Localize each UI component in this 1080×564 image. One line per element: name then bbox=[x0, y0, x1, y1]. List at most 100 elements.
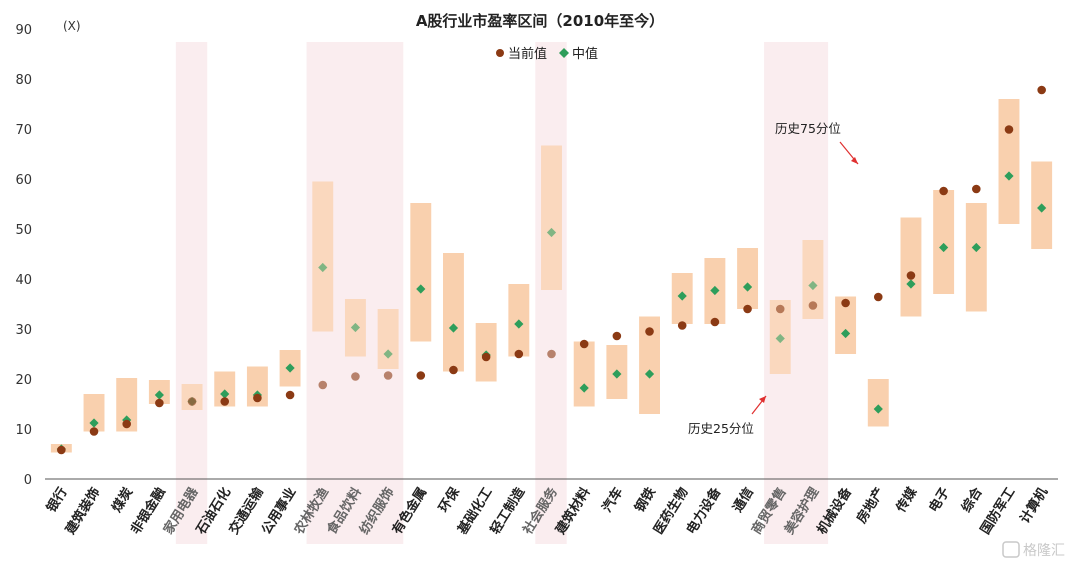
range-bar bbox=[737, 248, 759, 309]
legend-median-marker bbox=[559, 48, 569, 58]
current-marker bbox=[89, 427, 99, 436]
median-marker bbox=[677, 291, 687, 301]
current-marker bbox=[187, 397, 197, 406]
current-marker bbox=[253, 393, 262, 403]
median-marker bbox=[775, 333, 785, 344]
current-marker bbox=[318, 380, 328, 390]
y-tick-label: 80 bbox=[15, 73, 32, 88]
current-marker bbox=[1037, 85, 1046, 95]
range-bar bbox=[802, 240, 824, 319]
range-bar bbox=[965, 203, 987, 312]
x-tick-label: 综合 bbox=[958, 484, 986, 515]
range-bar bbox=[998, 99, 1020, 224]
current-marker bbox=[677, 321, 687, 330]
annotation-p25: 历史25分位 bbox=[688, 395, 767, 436]
range-bar bbox=[835, 296, 857, 354]
highlight-band bbox=[175, 42, 208, 544]
median-marker bbox=[579, 383, 589, 393]
current-marker bbox=[906, 271, 916, 280]
range-bar bbox=[573, 341, 595, 407]
current-marker bbox=[939, 186, 948, 196]
current-marker bbox=[579, 339, 589, 349]
current-marker bbox=[645, 327, 654, 336]
y-tick-label: 10 bbox=[15, 423, 32, 438]
x-tick-label: 电子 bbox=[926, 485, 953, 516]
range-bar bbox=[541, 145, 562, 290]
highlight-band bbox=[535, 42, 567, 544]
x-tick-label: 传媒 bbox=[892, 484, 920, 516]
y-tick-label: 70 bbox=[15, 123, 32, 138]
median-marker bbox=[448, 323, 459, 333]
legend-current-label: 当前值 bbox=[508, 46, 547, 62]
median-marker bbox=[710, 285, 720, 296]
x-tick-label: 煤炭 bbox=[109, 485, 136, 516]
median-marker bbox=[873, 404, 883, 414]
median-marker bbox=[742, 282, 753, 292]
annotation-p75-label: 历史75分位 bbox=[775, 121, 841, 136]
range-bar bbox=[443, 253, 464, 372]
watermark-logo-icon bbox=[1002, 541, 1020, 558]
current-marker bbox=[220, 397, 230, 406]
current-marker bbox=[1004, 125, 1014, 134]
range-bar bbox=[867, 379, 889, 427]
y-tick-labels: 0 10 20 30 40 50 60 70 80 90 bbox=[15, 23, 32, 488]
x-tick-label: 通信 bbox=[730, 485, 757, 516]
current-marker bbox=[481, 352, 491, 362]
y-unit-label: (X) bbox=[63, 19, 81, 33]
current-marker bbox=[972, 184, 981, 194]
median-marker bbox=[546, 227, 557, 238]
median-marker bbox=[416, 284, 426, 294]
chart-title: A股行业市盈率区间（2010年至今） bbox=[416, 12, 664, 30]
median-marker bbox=[154, 390, 164, 400]
range-bar bbox=[214, 371, 236, 407]
y-tick-label: 20 bbox=[15, 373, 32, 388]
median-marker bbox=[612, 369, 622, 379]
y-tick-label: 90 bbox=[15, 23, 32, 38]
y-tick-label: 40 bbox=[15, 273, 32, 288]
current-marker bbox=[351, 372, 360, 381]
current-marker bbox=[547, 349, 556, 359]
median-marker bbox=[89, 418, 99, 428]
y-tick-label: 30 bbox=[15, 323, 32, 338]
current-marker bbox=[122, 419, 131, 429]
current-marker bbox=[514, 349, 524, 359]
current-marker bbox=[775, 304, 785, 314]
current-marker bbox=[808, 301, 818, 310]
annotation-p75: 历史75分位 bbox=[775, 121, 859, 165]
median-marker bbox=[1037, 203, 1047, 213]
range-bar bbox=[933, 190, 955, 294]
watermark-text: 格隆汇 bbox=[1023, 543, 1065, 559]
current-marker bbox=[743, 304, 752, 314]
watermark: 格隆汇 bbox=[1002, 541, 1065, 559]
legend-current-marker bbox=[496, 49, 504, 57]
y-tick-label: 50 bbox=[15, 223, 32, 238]
current-marker bbox=[155, 398, 164, 408]
x-tick-label: 银行 bbox=[43, 485, 70, 516]
annotation-p75-arrowhead bbox=[851, 157, 858, 164]
annotation-p25-label: 历史25分位 bbox=[688, 421, 754, 436]
median-marker bbox=[840, 328, 851, 339]
range-bar bbox=[312, 181, 334, 332]
range-bar bbox=[377, 309, 399, 369]
range-bar bbox=[410, 203, 432, 342]
median-marker bbox=[644, 369, 655, 379]
x-tick-label: 房地产 bbox=[853, 485, 887, 527]
legend-median-label: 中值 bbox=[572, 46, 598, 62]
annotation-p25-arrowhead bbox=[759, 396, 766, 403]
current-marker bbox=[383, 371, 393, 380]
range-bar bbox=[900, 217, 922, 317]
median-marker bbox=[939, 242, 949, 253]
current-marker bbox=[449, 365, 458, 375]
y-tick-label: 60 bbox=[15, 173, 32, 188]
median-marker bbox=[383, 349, 393, 359]
current-marker bbox=[57, 445, 66, 455]
x-tick-label: 汽车 bbox=[599, 485, 626, 516]
markers bbox=[56, 85, 1047, 455]
highlight-bands bbox=[175, 42, 829, 544]
legend: 当前值 中值 bbox=[496, 46, 598, 62]
range-bar bbox=[246, 366, 268, 407]
median-marker bbox=[514, 319, 524, 329]
median-marker bbox=[971, 242, 981, 253]
range-bar bbox=[639, 316, 660, 414]
